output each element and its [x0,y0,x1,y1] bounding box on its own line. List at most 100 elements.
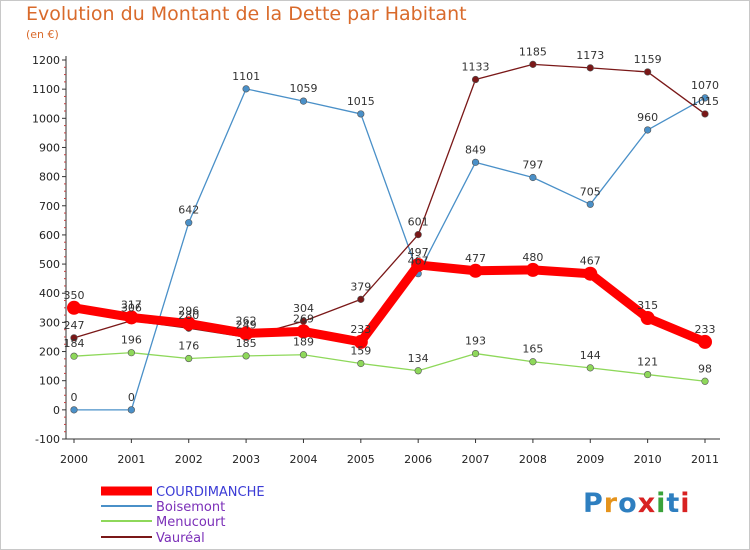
data-label: 280 [178,309,199,322]
y-tick-label: -100 [35,433,60,446]
x-tick-label: 2001 [117,453,145,466]
data-point [242,352,250,360]
data-point [583,266,598,281]
y-tick-label: 900 [39,141,60,154]
logo-letter: i [656,488,667,519]
data-point [471,158,480,166]
data-label: 1015 [347,95,375,108]
data-label: 185 [236,337,257,350]
data-point [414,231,422,239]
data-label: 960 [637,111,658,124]
data-label: 184 [64,337,85,350]
y-tick-label: 0 [53,404,60,417]
x-tick-label: 2002 [175,453,203,466]
chart-unit-label: (en €) [26,28,59,41]
data-label: 0 [128,391,135,404]
data-label: 601 [408,216,429,229]
legend-label: Boisemont [156,500,225,515]
data-point [70,406,78,414]
data-label: 165 [522,343,543,356]
data-label: 159 [350,344,371,357]
data-label: 247 [64,319,85,332]
data-point [586,200,594,208]
data-point [353,334,368,349]
y-tick-label: 100 [39,375,60,388]
data-point [127,349,135,357]
y-tick-label: 600 [39,229,60,242]
data-point [67,300,81,315]
data-point [701,377,709,385]
data-point [586,64,594,72]
data-label: 296 [178,305,199,318]
y-tick-label: 400 [39,287,60,300]
data-point [181,316,196,331]
data-point [644,68,652,76]
data-point [70,352,78,360]
data-point [698,334,712,349]
data-label: 196 [121,334,142,347]
y-tick-label: 1100 [32,83,60,96]
data-point [701,110,709,118]
data-label: 315 [637,299,658,312]
data-point [640,311,655,326]
logo-letter: i [680,488,691,519]
data-label: 249 [236,318,257,331]
data-label: 467 [408,255,429,268]
data-label: 1015 [691,95,719,108]
y-tick-label: 500 [39,258,60,271]
data-point [644,370,652,379]
data-label: 1159 [634,53,662,66]
data-point [525,262,540,277]
y-tick-label: 1200 [32,54,60,67]
data-point [124,310,139,325]
data-point [529,60,537,68]
data-point [701,94,709,102]
data-label: 176 [178,340,199,353]
data-label: 134 [408,352,429,365]
data-label: 849 [465,143,486,156]
data-label: 306 [121,302,142,315]
data-point [299,351,308,359]
logo-letter: t [666,488,681,519]
data-point [127,406,135,414]
data-label: 642 [178,204,199,217]
data-label: 304 [293,302,314,315]
x-tick-label: 2003 [232,453,260,466]
logo-letter: x [637,488,657,519]
data-label: 1133 [462,61,490,74]
series-line [69,260,710,347]
data-point [239,326,254,341]
data-point [529,173,537,182]
chart-title: Evolution du Montant de la Dette par Hab… [26,3,467,25]
data-point [586,364,594,372]
data-label: 269 [293,312,314,325]
y-tick-label: 200 [39,346,60,359]
data-point [411,257,426,272]
logo-letter: r [603,488,619,519]
data-label: 189 [293,336,314,349]
x-tick-label: 2006 [404,453,432,466]
x-tick-label: 2005 [347,453,375,466]
data-point [185,219,193,227]
data-label: 480 [522,251,543,264]
data-label: 379 [350,280,371,293]
data-label: 317 [121,298,142,311]
data-point [414,367,422,375]
data-point [529,358,537,366]
data-label: 233 [350,323,371,336]
data-label: 0 [71,391,78,404]
x-tick-label: 2010 [634,453,662,466]
legend-label: Menucourt [156,515,225,530]
data-point [357,359,365,368]
data-point [242,85,250,93]
data-label: 797 [522,158,543,171]
data-point [644,126,652,134]
data-label: 497 [408,246,429,259]
data-point [70,334,78,342]
logo-letter: o [618,488,638,519]
x-tick-label: 2009 [576,453,604,466]
data-label: 477 [465,252,486,265]
y-tick-label: 300 [39,316,60,329]
legend-label: Vauréal [156,531,205,546]
